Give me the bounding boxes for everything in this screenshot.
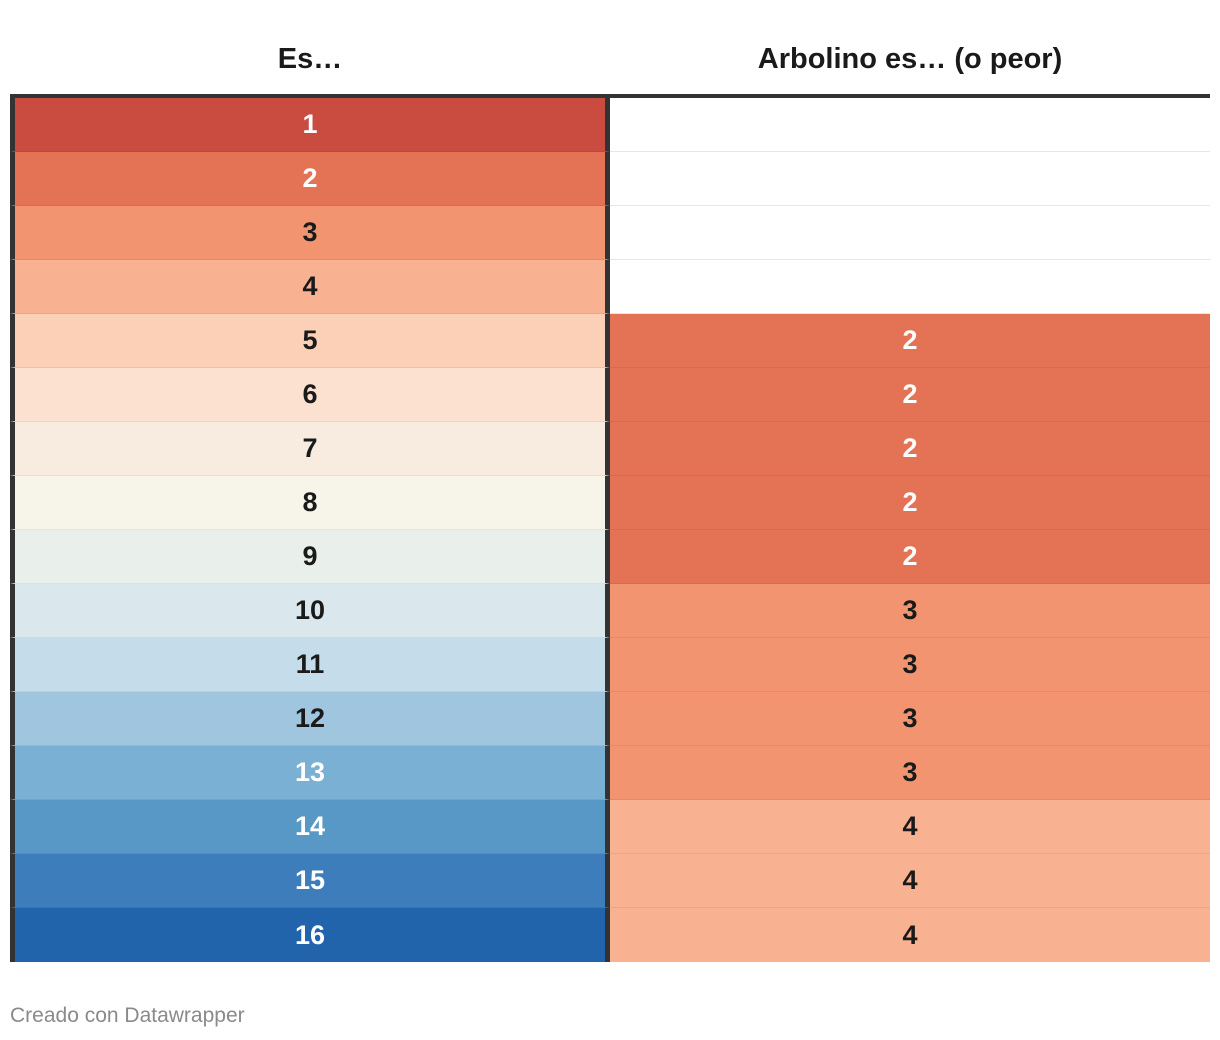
cell-es: 4 bbox=[10, 260, 610, 314]
cell-es: 1 bbox=[10, 98, 610, 152]
cell-es: 2 bbox=[10, 152, 610, 206]
cell-arbolino: 2 bbox=[610, 314, 1210, 368]
cell-arbolino: 2 bbox=[610, 476, 1210, 530]
table-row: 2 bbox=[10, 152, 1210, 206]
cell-es: 12 bbox=[10, 692, 610, 746]
footer-credit: Creado con Datawrapper bbox=[10, 1004, 245, 1027]
cell-arbolino: 3 bbox=[610, 584, 1210, 638]
table-header: Es… Arbolino es… (o peor) bbox=[10, 36, 1210, 98]
table-row: 11 3 bbox=[10, 638, 1210, 692]
cell-arbolino bbox=[610, 260, 1210, 314]
cell-arbolino: 4 bbox=[610, 908, 1210, 962]
table-row: 10 3 bbox=[10, 584, 1210, 638]
cell-arbolino bbox=[610, 98, 1210, 152]
cell-es: 9 bbox=[10, 530, 610, 584]
cell-arbolino: 4 bbox=[610, 800, 1210, 854]
table-row: 15 4 bbox=[10, 854, 1210, 908]
cell-es: 8 bbox=[10, 476, 610, 530]
table-row: 13 3 bbox=[10, 746, 1210, 800]
cell-arbolino: 3 bbox=[610, 692, 1210, 746]
table-body: 1 2 3 4 5 2 6 2 7 2 8 2 9 2 10 3 11 3 12 3 13 3 14 4 15 4 16 4 bbox=[10, 98, 1210, 962]
table-row: 14 4 bbox=[10, 800, 1210, 854]
cell-es: 16 bbox=[10, 908, 610, 962]
cell-arbolino: 2 bbox=[610, 422, 1210, 476]
cell-arbolino bbox=[610, 152, 1210, 206]
column-header-arbolino: Arbolino es… (o peor) bbox=[757, 42, 1063, 75]
cell-es: 14 bbox=[10, 800, 610, 854]
table-row: 3 bbox=[10, 206, 1210, 260]
cell-arbolino bbox=[610, 206, 1210, 260]
table-row: 4 bbox=[10, 260, 1210, 314]
table-row: 16 4 bbox=[10, 908, 1210, 962]
cell-es: 10 bbox=[10, 584, 610, 638]
column-header-es: Es… bbox=[277, 42, 343, 75]
table-row: 12 3 bbox=[10, 692, 1210, 746]
cell-es: 15 bbox=[10, 854, 610, 908]
cell-arbolino: 2 bbox=[610, 368, 1210, 422]
cell-arbolino: 3 bbox=[610, 746, 1210, 800]
cell-es: 3 bbox=[10, 206, 610, 260]
cell-arbolino: 3 bbox=[610, 638, 1210, 692]
cell-es: 13 bbox=[10, 746, 610, 800]
table-row: 1 bbox=[10, 98, 1210, 152]
cell-es: 6 bbox=[10, 368, 610, 422]
cell-es: 5 bbox=[10, 314, 610, 368]
cell-es: 7 bbox=[10, 422, 610, 476]
cell-arbolino: 4 bbox=[610, 854, 1210, 908]
cell-es: 11 bbox=[10, 638, 610, 692]
cell-arbolino: 2 bbox=[610, 530, 1210, 584]
